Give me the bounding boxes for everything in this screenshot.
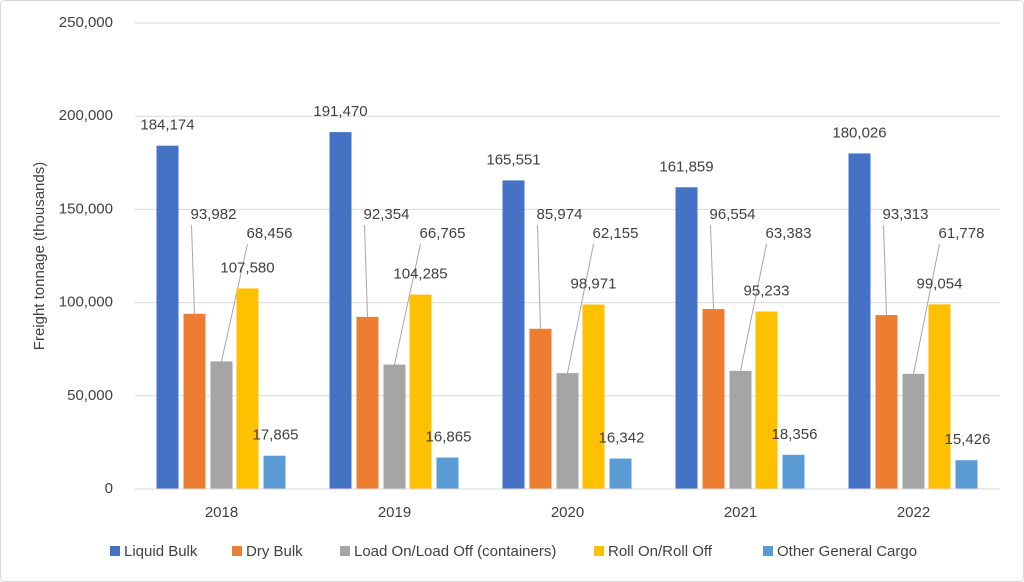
data-label: 85,974: [537, 206, 583, 223]
data-label: 16,342: [599, 430, 645, 447]
data-label: 93,982: [191, 206, 237, 223]
bar: [848, 153, 871, 490]
y-tick-label: 50,000: [67, 387, 113, 404]
data-label: 92,354: [364, 206, 410, 223]
legend-label: Other General Cargo: [777, 543, 917, 560]
bar: [556, 373, 579, 489]
legend-label: Load On/Load Off (containers): [354, 543, 556, 560]
y-axis-title: Freight tonnage (thousands): [31, 162, 48, 350]
leader-line: [567, 243, 594, 374]
bar: [436, 457, 459, 489]
x-tick-label: 2018: [205, 504, 238, 521]
data-label: 66,765: [420, 225, 466, 242]
bar: [955, 460, 978, 489]
bar: [183, 313, 206, 489]
data-label: 18,356: [772, 426, 818, 443]
bar: [902, 373, 925, 489]
y-tick-label: 200,000: [59, 107, 113, 124]
y-tick-label: 150,000: [59, 200, 113, 217]
bar: [383, 364, 406, 489]
x-tick-label: 2019: [378, 504, 411, 521]
bar: [609, 458, 632, 489]
bar: [529, 328, 552, 489]
leader-line: [394, 243, 421, 365]
bar: [675, 187, 698, 489]
x-tick-label: 2022: [897, 504, 930, 521]
bar: [356, 316, 379, 489]
bar: [875, 315, 898, 489]
data-label: 191,470: [313, 103, 367, 120]
legend-swatch: [594, 546, 604, 556]
data-label: 62,155: [593, 225, 639, 242]
legend-label: Liquid Bulk: [124, 543, 198, 560]
leader-line: [710, 224, 714, 310]
y-tick-label: 0: [105, 480, 113, 497]
data-label: 61,778: [939, 225, 985, 242]
bar: [729, 370, 752, 489]
x-tick-label: 2021: [724, 504, 757, 521]
bar: [502, 180, 525, 489]
data-label: 104,285: [393, 266, 447, 283]
data-label: 63,383: [766, 225, 812, 242]
data-label: 99,054: [917, 275, 963, 292]
bar: [210, 361, 233, 489]
data-label: 165,551: [486, 151, 540, 168]
legend-label: Dry Bulk: [246, 543, 303, 560]
data-label: 16,865: [426, 429, 472, 446]
legend-swatch: [232, 546, 242, 556]
bar: [263, 455, 286, 489]
bar: [582, 304, 605, 489]
bar: [409, 294, 432, 489]
data-label: 98,971: [571, 275, 617, 292]
legend-swatch: [763, 546, 773, 556]
data-label: 107,580: [220, 259, 274, 276]
leader-line: [221, 243, 248, 362]
data-label: 15,426: [945, 431, 991, 448]
bar: [329, 132, 352, 489]
leader-line: [883, 224, 887, 316]
legend-swatch: [110, 546, 120, 556]
data-label: 96,554: [710, 206, 756, 223]
bar: [156, 145, 179, 490]
x-tick-label: 2020: [551, 504, 584, 521]
y-tick-label: 100,000: [59, 294, 113, 311]
bar: [236, 288, 259, 489]
bar: [928, 304, 951, 489]
leader-line: [364, 224, 368, 317]
leader-line: [537, 224, 541, 329]
data-label: 180,026: [832, 124, 886, 141]
data-label: 95,233: [744, 282, 790, 299]
legend-swatch: [340, 546, 350, 556]
data-label: 184,174: [140, 117, 194, 134]
legend-label: Roll On/Roll Off: [608, 543, 713, 560]
leader-line: [740, 243, 767, 371]
bar: [782, 454, 805, 489]
leader-line: [191, 224, 195, 314]
bar: [755, 311, 778, 489]
data-label: 17,865: [253, 427, 299, 444]
leader-line: [913, 243, 940, 374]
data-label: 93,313: [883, 206, 929, 223]
data-label: 68,456: [247, 225, 293, 242]
bar: [702, 309, 725, 489]
data-label: 161,859: [659, 158, 713, 175]
y-tick-label: 250,000: [59, 14, 113, 31]
